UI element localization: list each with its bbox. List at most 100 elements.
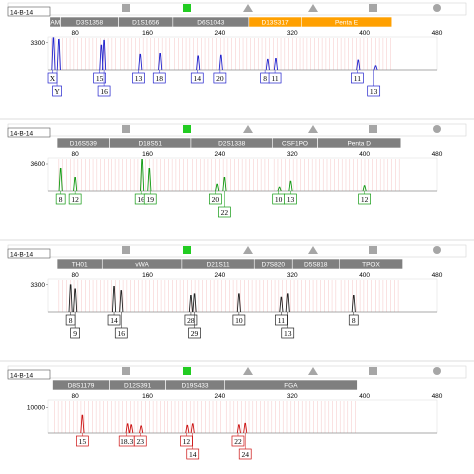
peak [356,59,361,71]
allele-box [186,448,200,460]
x-tick-label: 480 [432,272,443,279]
allele-box [180,435,193,447]
allele-box [209,193,222,205]
peak [99,44,104,71]
allele-box [70,327,80,339]
allele-label: 10 [235,316,243,325]
peak [58,168,63,192]
peak [192,293,197,313]
marker-label: D2S1338 [218,141,245,148]
green-square-icon [183,246,191,254]
peak [243,422,248,434]
x-tick-label: 80 [72,393,80,400]
allele-box [114,327,128,339]
marker-label: Penta D [347,141,371,148]
triangle-icon [308,4,318,12]
allele-label: 12 [361,195,369,204]
x-tick-label: 80 [72,272,80,279]
allele-box [143,193,157,205]
allele-label: 8 [352,316,356,325]
peak [185,424,190,434]
allele-box [358,193,371,205]
allele-label: 12 [71,195,79,204]
plot-frame [47,399,438,434]
allele-box [184,314,198,326]
marker-label: D1S1656 [132,20,159,27]
square-marker-icon [369,125,377,133]
green-square-icon [183,367,191,375]
x-tick-label: 320 [287,272,298,279]
allele-label: X [50,74,56,83]
triangle-icon [243,367,253,375]
x-tick-label: 400 [359,151,370,158]
peak [285,293,290,313]
peak [51,37,56,71]
peak [222,177,227,192]
peak [236,424,241,434]
green-square-icon [183,125,191,133]
x-tick-label: 240 [214,30,225,37]
panel-1: 14-B-14 AM D3S1358 D1S1656 D6S1043 D13S317 Pen… [7,2,467,97]
square-marker-icon [122,246,130,254]
panel-toolbar [7,244,467,258]
marker-label: D16S539 [70,141,97,148]
marker-label: D6S1043 [197,20,224,27]
x-tick-label: 80 [72,151,80,158]
allele-label: 14 [194,74,202,83]
allele-label: 11 [354,74,361,83]
triangle-icon [308,246,318,254]
allele-box [351,72,364,84]
x-tick-label: 240 [214,393,225,400]
marker-box-penta-d [317,137,402,149]
peak [129,424,134,434]
allele-label: 12 [183,437,191,446]
square-marker-icon [369,4,377,12]
allele-box [348,314,359,326]
peak [215,183,220,192]
x-tick-label: 400 [359,272,370,279]
allele-label: 13 [370,87,378,96]
marker-label: D18S51 [138,141,162,148]
sample-label: 14-B-14 [10,131,34,138]
triangle-icon [308,125,318,133]
sample-box [7,127,51,138]
x-tick-label: 400 [359,30,370,37]
panel-toolbar [7,123,467,137]
triangle-icon [243,246,253,254]
triangle-icon [243,4,253,12]
allele-box [107,314,121,326]
x-tick-label: 160 [142,151,153,158]
peak [111,285,117,313]
peak [373,65,378,71]
allele-label: 8 [59,195,63,204]
allele-label: 8 [263,74,267,83]
panel-4: 14-B-14 D8S1179 D12S391 D19S433 FGA 80 160 240 3… [7,365,467,460]
circle-icon [433,246,441,254]
allele-box [218,206,231,218]
allele-box [188,327,201,339]
x-tick-label: 160 [142,30,153,37]
peak [279,296,284,313]
allele-label: 20 [216,74,224,83]
x-tick-label: 480 [432,30,443,37]
allele-box [268,72,282,84]
panel-toolbar [7,2,467,16]
panel-2: 14-B-14 D16S539 D18S51 D2S1338 CSF1PO Penta D… [7,123,467,218]
marker-box-fga [224,379,358,391]
peak [351,295,356,313]
x-tick-label: 480 [432,393,443,400]
triangle-icon [308,367,318,375]
allele-label: 14 [189,450,197,459]
panel-toolbar [7,365,467,379]
allele-box [190,72,204,84]
plot-frame [47,36,438,71]
sample-box [7,369,51,380]
allele-box [152,72,166,84]
peak [147,168,152,192]
allele-label: 9 [73,329,77,338]
peak [362,185,367,192]
peak [265,58,270,71]
allele-label: 28 [187,316,195,325]
allele-label: 18.3 [120,437,133,446]
marker-box-tpox [338,258,403,270]
